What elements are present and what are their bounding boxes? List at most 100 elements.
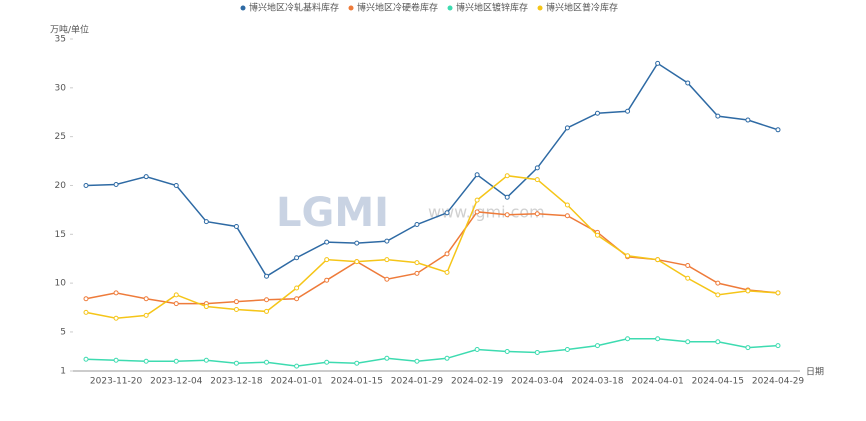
x-tick-label: 2024-04-29	[752, 377, 805, 387]
point	[715, 113, 721, 119]
point	[775, 127, 781, 133]
point	[715, 280, 721, 286]
legend-marker	[348, 5, 354, 11]
point	[264, 297, 270, 303]
legend-label: 博兴地区冷轧基料库存	[249, 2, 339, 14]
point	[384, 355, 390, 361]
point	[143, 174, 149, 180]
watermark: LGMI	[276, 190, 389, 236]
point	[384, 238, 390, 244]
point	[143, 296, 149, 302]
x-tick-label: 2023-12-04	[150, 377, 203, 387]
point	[294, 285, 300, 291]
x-tick-label: 2024-01-01	[270, 377, 322, 387]
point	[143, 358, 149, 364]
point	[264, 273, 270, 279]
point	[233, 306, 239, 312]
y-tick-label: 15	[55, 230, 66, 240]
point	[444, 210, 450, 216]
y-tick-label: 1	[60, 367, 66, 377]
point	[564, 125, 570, 131]
point	[173, 358, 179, 364]
point	[594, 343, 600, 349]
point	[474, 209, 480, 215]
point	[625, 336, 631, 342]
x-tick-label: 2024-03-18	[571, 377, 624, 387]
point	[444, 355, 450, 361]
point	[504, 194, 510, 200]
point	[594, 110, 600, 116]
point	[354, 259, 360, 265]
point	[233, 360, 239, 366]
point	[113, 290, 119, 296]
point	[354, 240, 360, 246]
point	[564, 202, 570, 208]
point	[113, 315, 119, 321]
series-line	[85, 62, 779, 278]
point	[775, 290, 781, 296]
x-tick-label: 2024-04-01	[631, 377, 683, 387]
x-axis-label: 日期	[806, 367, 824, 378]
point	[594, 232, 600, 238]
point	[655, 257, 661, 263]
point	[354, 360, 360, 366]
point	[414, 260, 420, 266]
point	[173, 301, 179, 307]
point	[474, 197, 480, 203]
legend-marker	[537, 5, 543, 11]
point	[203, 357, 209, 363]
point	[294, 363, 300, 369]
point	[414, 222, 420, 228]
legend-marker	[240, 5, 246, 11]
point	[775, 343, 781, 349]
point	[715, 292, 721, 298]
x-tick-label: 2024-02-19	[451, 377, 504, 387]
point	[264, 308, 270, 314]
point	[83, 309, 89, 315]
point	[384, 257, 390, 263]
point	[504, 212, 510, 218]
y-tick-label: 5	[60, 327, 66, 337]
y-tick-label: 25	[55, 132, 66, 142]
point	[203, 219, 209, 225]
legend-label: 博兴地区冷硬卷库存	[357, 2, 438, 14]
x-tick-label: 2024-04-15	[692, 377, 744, 387]
point	[745, 117, 751, 123]
y-tick-label: 20	[55, 181, 67, 191]
x-tick-label: 2024-01-15	[331, 377, 383, 387]
point	[143, 312, 149, 318]
point	[264, 359, 270, 365]
point	[534, 177, 540, 183]
point	[233, 223, 239, 229]
point	[294, 255, 300, 261]
point	[113, 181, 119, 187]
y-axis-label: 万吨/单位	[50, 24, 89, 36]
point	[414, 358, 420, 364]
point	[83, 182, 89, 188]
y-tick-label: 10	[55, 279, 67, 289]
point	[685, 263, 691, 269]
point	[685, 275, 691, 281]
point	[324, 359, 330, 365]
point	[324, 239, 330, 245]
x-tick-label: 2024-03-04	[511, 377, 564, 387]
point	[625, 253, 631, 259]
point	[324, 257, 330, 263]
point	[504, 173, 510, 179]
legend-label: 博兴地区镀锌库存	[456, 2, 528, 14]
point	[233, 299, 239, 305]
point	[745, 288, 751, 294]
y-tick-label: 35	[55, 35, 66, 45]
legend-label: 博兴地区普冷库存	[546, 2, 618, 14]
point	[655, 336, 661, 342]
point	[564, 213, 570, 219]
point	[444, 269, 450, 275]
x-tick-label: 2024-01-29	[391, 377, 444, 387]
point	[83, 356, 89, 362]
point	[685, 339, 691, 345]
point	[564, 347, 570, 353]
point	[173, 292, 179, 298]
point	[534, 211, 540, 217]
point	[113, 357, 119, 363]
